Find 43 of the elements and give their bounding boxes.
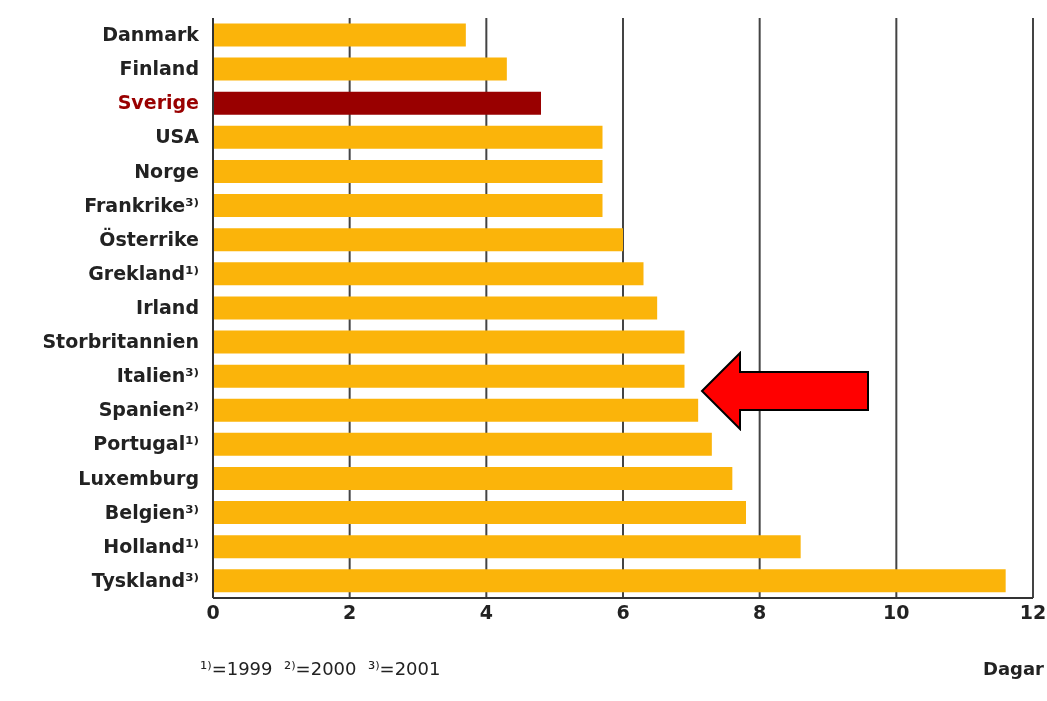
y-tick-label: Tyskland³⁾ <box>91 568 199 591</box>
x-tick-label: 12 <box>1019 601 1047 624</box>
y-tick-label: Frankrike³⁾ <box>84 193 199 216</box>
bar <box>213 57 507 81</box>
bar <box>213 432 712 456</box>
y-tick-label: Grekland¹⁾ <box>88 261 199 284</box>
x-axis-title: Dagar <box>983 658 1044 679</box>
x-tick-label: 2 <box>343 601 357 624</box>
bar <box>213 501 746 525</box>
bar <box>213 466 733 490</box>
x-tick-label: 4 <box>479 601 493 624</box>
bar <box>213 159 603 183</box>
y-tick-label: Irland <box>136 296 199 318</box>
y-tick-label: Portugal¹⁾ <box>93 432 199 455</box>
x-tick-label: 10 <box>883 601 910 624</box>
y-tick-label: Danmark <box>102 23 200 46</box>
x-tick-label: 0 <box>206 601 220 624</box>
bar <box>213 296 658 320</box>
bar <box>213 194 603 218</box>
y-tick-label: Italien³⁾ <box>116 364 199 387</box>
bar <box>213 364 685 388</box>
y-tick-label: Österrike <box>99 226 199 250</box>
y-tick-label: Luxemburg <box>78 466 199 489</box>
bar <box>213 262 644 286</box>
bar <box>213 91 541 115</box>
y-tick-label: Spanien²⁾ <box>98 398 199 421</box>
x-tick-label: 8 <box>753 601 767 624</box>
bar <box>213 535 801 559</box>
y-tick-label: USA <box>155 125 200 148</box>
text: ¹⁾=1999 ²⁾=2000 ³⁾=2001 <box>200 658 441 679</box>
y-tick-label: Holland¹⁾ <box>103 534 199 557</box>
x-tick-label: 6 <box>616 601 630 624</box>
bar <box>213 330 685 354</box>
bar <box>213 569 1006 593</box>
y-tick-label: Storbritannien <box>42 330 199 353</box>
bar <box>213 228 623 252</box>
bar <box>213 125 603 149</box>
bar <box>213 398 699 422</box>
y-tick-label: Sverige <box>117 91 199 114</box>
y-tick-label: Norge <box>134 159 199 182</box>
bar <box>213 23 466 47</box>
y-tick-label: Finland <box>119 57 199 80</box>
y-tick-label: Belgien³⁾ <box>104 500 199 523</box>
